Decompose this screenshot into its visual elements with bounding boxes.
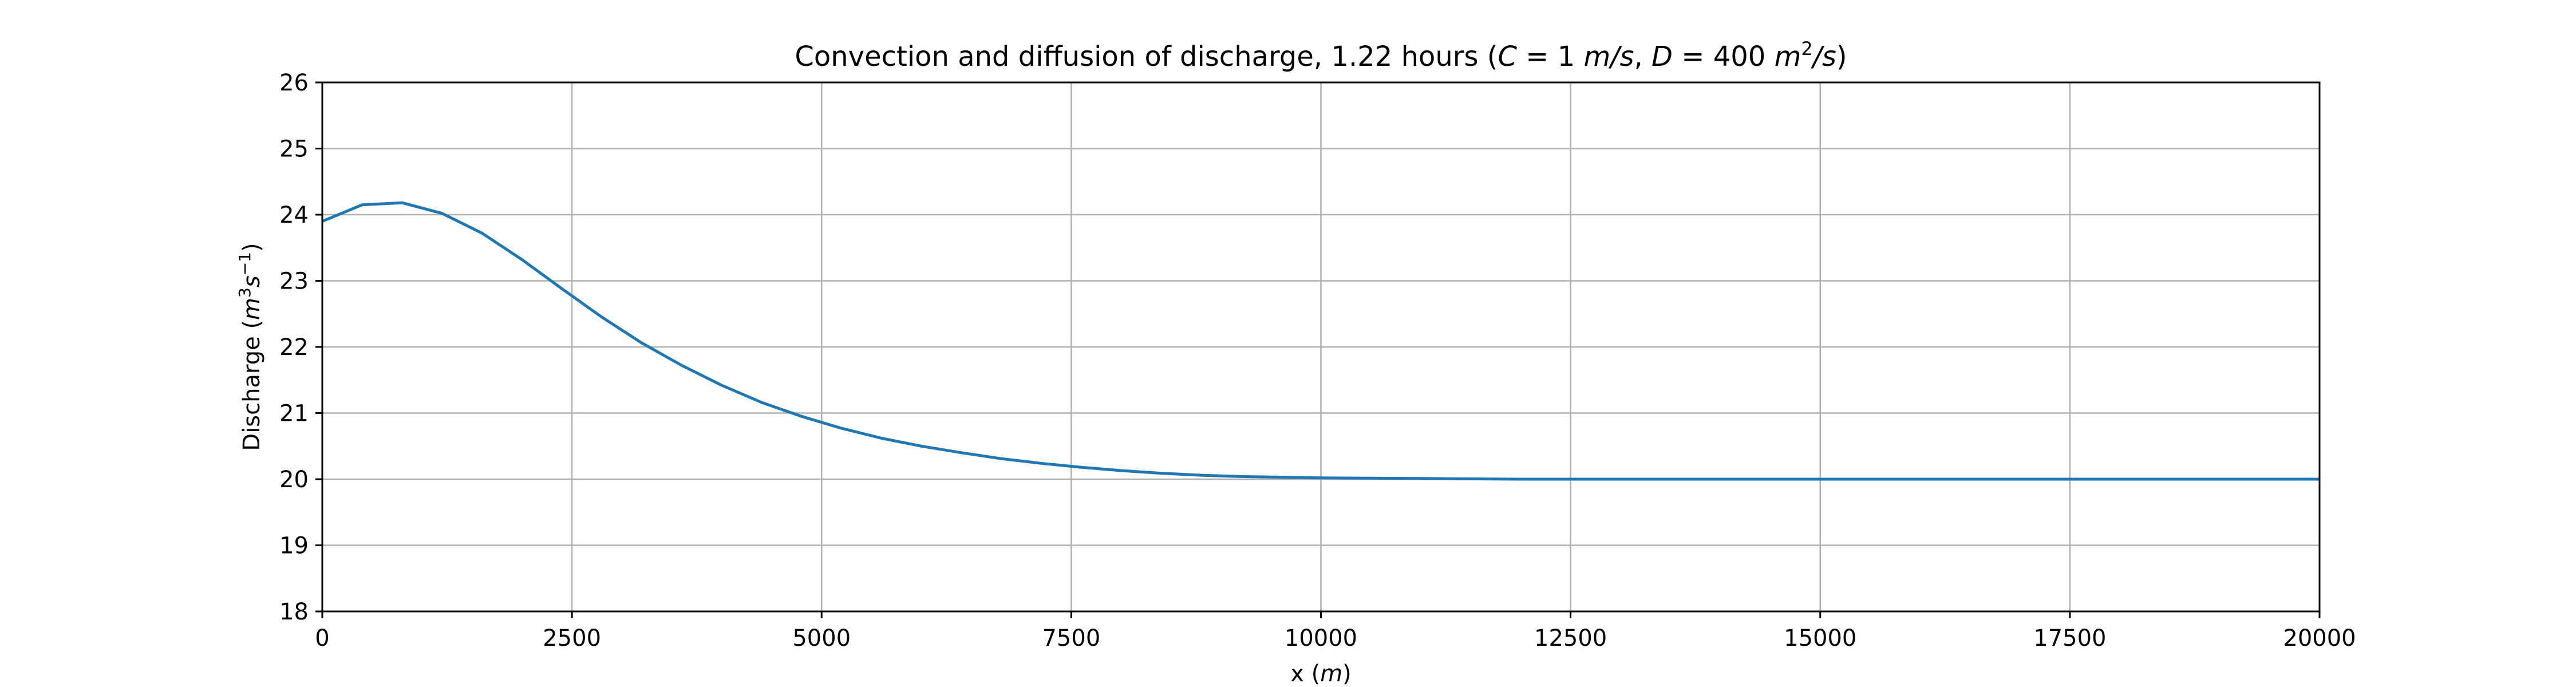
x-tick-label: 2500 bbox=[543, 625, 601, 652]
chart-title: Convection and diffusion of discharge, 1… bbox=[795, 38, 1847, 73]
x-tick-label: 10000 bbox=[1285, 625, 1357, 652]
series-line-discharge bbox=[322, 201, 2320, 481]
y-tick-label: 25 bbox=[279, 136, 309, 163]
y-tick-label: 18 bbox=[279, 599, 309, 625]
y-tick-label: 21 bbox=[279, 401, 309, 427]
series-layer bbox=[322, 201, 2320, 481]
y-tick-label: 23 bbox=[279, 269, 309, 295]
x-tick-label: 17500 bbox=[2033, 625, 2106, 652]
y-axis-label: Discharge (m3s−1) bbox=[235, 243, 266, 451]
y-tick-label: 26 bbox=[279, 70, 309, 96]
y-tick-label: 19 bbox=[279, 533, 309, 559]
x-axis-label: x (m) bbox=[1290, 661, 1352, 687]
x-tick-label: 7500 bbox=[1042, 625, 1100, 652]
x-tick-label: 20000 bbox=[2283, 625, 2356, 652]
x-tick-label: 5000 bbox=[792, 625, 851, 652]
x-tick-label: 0 bbox=[315, 625, 329, 652]
x-tick-label: 15000 bbox=[1784, 625, 1856, 652]
x-tick-label: 12500 bbox=[1534, 625, 1607, 652]
y-tick-label: 20 bbox=[279, 467, 309, 493]
y-tick-label: 24 bbox=[279, 202, 309, 228]
y-tick-label: 22 bbox=[279, 334, 309, 361]
ticks: 0 2500 5000 7500 10000 12500 15000 17500 20000 18… bbox=[279, 70, 2356, 652]
